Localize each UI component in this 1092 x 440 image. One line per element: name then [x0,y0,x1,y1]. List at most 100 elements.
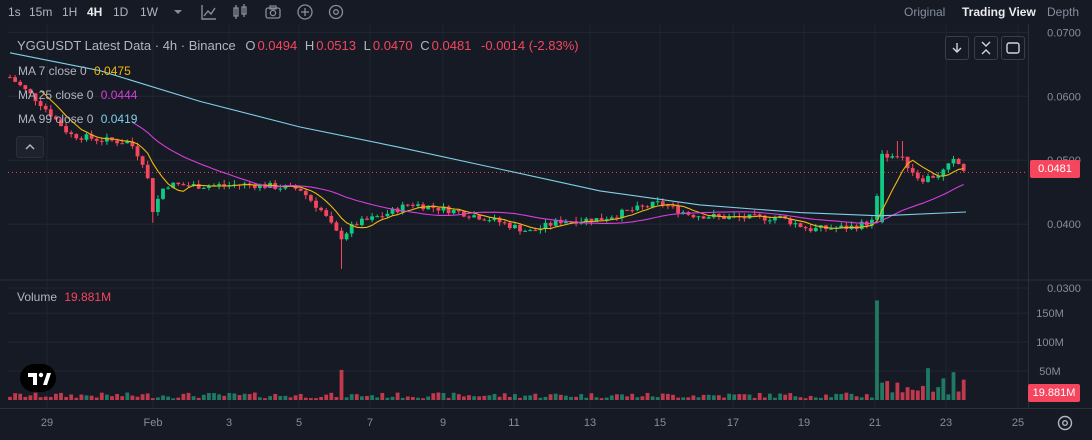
candle-down [247,183,252,185]
candle-style-icon[interactable] [231,3,249,21]
candle-up [105,137,109,142]
dropdown-icon[interactable] [169,3,187,21]
candle-up [681,212,686,214]
volume-bar [446,397,451,400]
candle-down [589,218,594,222]
volume-bar [885,381,890,400]
volume-bar [421,398,425,400]
add-icon[interactable] [296,3,314,21]
volume-bar [742,394,747,400]
collapse-button[interactable] [974,36,998,60]
volume-bar [569,396,573,400]
volume-bar [931,391,935,400]
volume-bar [385,397,390,400]
volume-bar [895,382,900,400]
volume-bar [145,393,150,400]
candle-up [773,217,777,221]
volume-bar [247,394,252,400]
candle-down [482,219,487,221]
candle-down [329,215,334,223]
candle-down [788,218,793,225]
candle-up [706,217,711,219]
volume-bar [150,398,155,400]
candle-up [635,205,640,211]
timeframe-1h[interactable]: 1H [62,5,78,19]
candle-down [298,188,303,191]
candle-down [334,222,339,231]
candle-down [94,138,99,141]
chart-area[interactable]: 0.07000.06000.05000.04000.0300150M100M50… [0,24,1092,440]
tradingview-logo[interactable] [20,364,56,392]
volume-bar [201,394,206,400]
candle-up [890,156,895,158]
volume-bar [263,398,267,400]
timeframe-15m[interactable]: 15m [29,5,53,19]
volume-bar [961,379,966,400]
candle-down [99,140,104,142]
candle-down [140,156,145,165]
volume-bar [788,393,793,400]
timeframe-1w[interactable]: 1W [140,5,158,19]
candle-up [125,141,130,144]
candle-down [615,217,619,219]
chart-settings-button[interactable] [1056,414,1074,432]
volume-bar [548,394,553,400]
volume-legend: Volume 19.881M [17,290,111,304]
candle-up [951,158,956,164]
volume-bar [655,397,660,400]
time-axis-label: Feb [144,417,163,429]
candle-up [400,204,405,213]
candle-up [513,224,517,229]
settings-icon[interactable] [327,3,345,21]
volume-bar [23,396,28,400]
timeframe-4h[interactable]: 4H [87,5,103,19]
volume-bar [666,393,670,400]
volume-bar [747,394,752,400]
volume-bar [564,395,568,400]
indicators-icon[interactable] [200,3,218,21]
price-axis-label: 0.0400 [1047,219,1081,231]
volume-bar [487,395,492,400]
volume-bar [33,392,38,400]
volume-bar [426,396,431,400]
gear-icon [1057,415,1073,431]
volume-axis-label: 150M [1036,308,1064,320]
volume-bar [492,393,497,400]
volume-bar [314,398,318,400]
open-label: O [245,38,256,53]
volume-bar [803,398,808,400]
screenshot-icon[interactable] [264,3,282,21]
candle-up [523,230,527,232]
candle-up [426,205,431,210]
candle-up [875,196,879,220]
volume-bar [18,393,23,400]
volume-bar [864,394,869,400]
candle-up [390,208,395,214]
candle-up [650,201,655,207]
volume-bar [156,397,160,400]
volume-bar [589,393,594,400]
timeframe-1s[interactable]: 1s [8,5,21,19]
tab-trading-view[interactable]: Trading View [962,5,1036,19]
candle-down [339,230,344,240]
volume-bar [681,397,686,400]
candlestick-chart[interactable]: 0.07000.06000.05000.04000.0300150M100M50… [0,24,1092,440]
timeframe-1d[interactable]: 1D [113,5,129,19]
candle-down [354,224,359,226]
volume-bar [59,392,63,400]
candle-down [28,89,33,94]
candle-up [936,176,941,178]
candle-down [931,176,935,178]
tab-original[interactable]: Original [904,5,946,19]
candle-down [48,109,53,117]
collapse-legend-button[interactable] [16,136,44,158]
tab-depth[interactable]: Depth [1047,5,1080,19]
candle-down [803,227,808,229]
scroll-down-button[interactable] [945,36,969,60]
price-axis-label: 0.0700 [1047,27,1081,39]
candle-down [150,178,155,212]
time-axis-label: 23 [940,417,952,429]
candle-up [880,153,884,223]
volume-bar [370,395,374,400]
fullscreen-button[interactable] [1001,36,1025,60]
